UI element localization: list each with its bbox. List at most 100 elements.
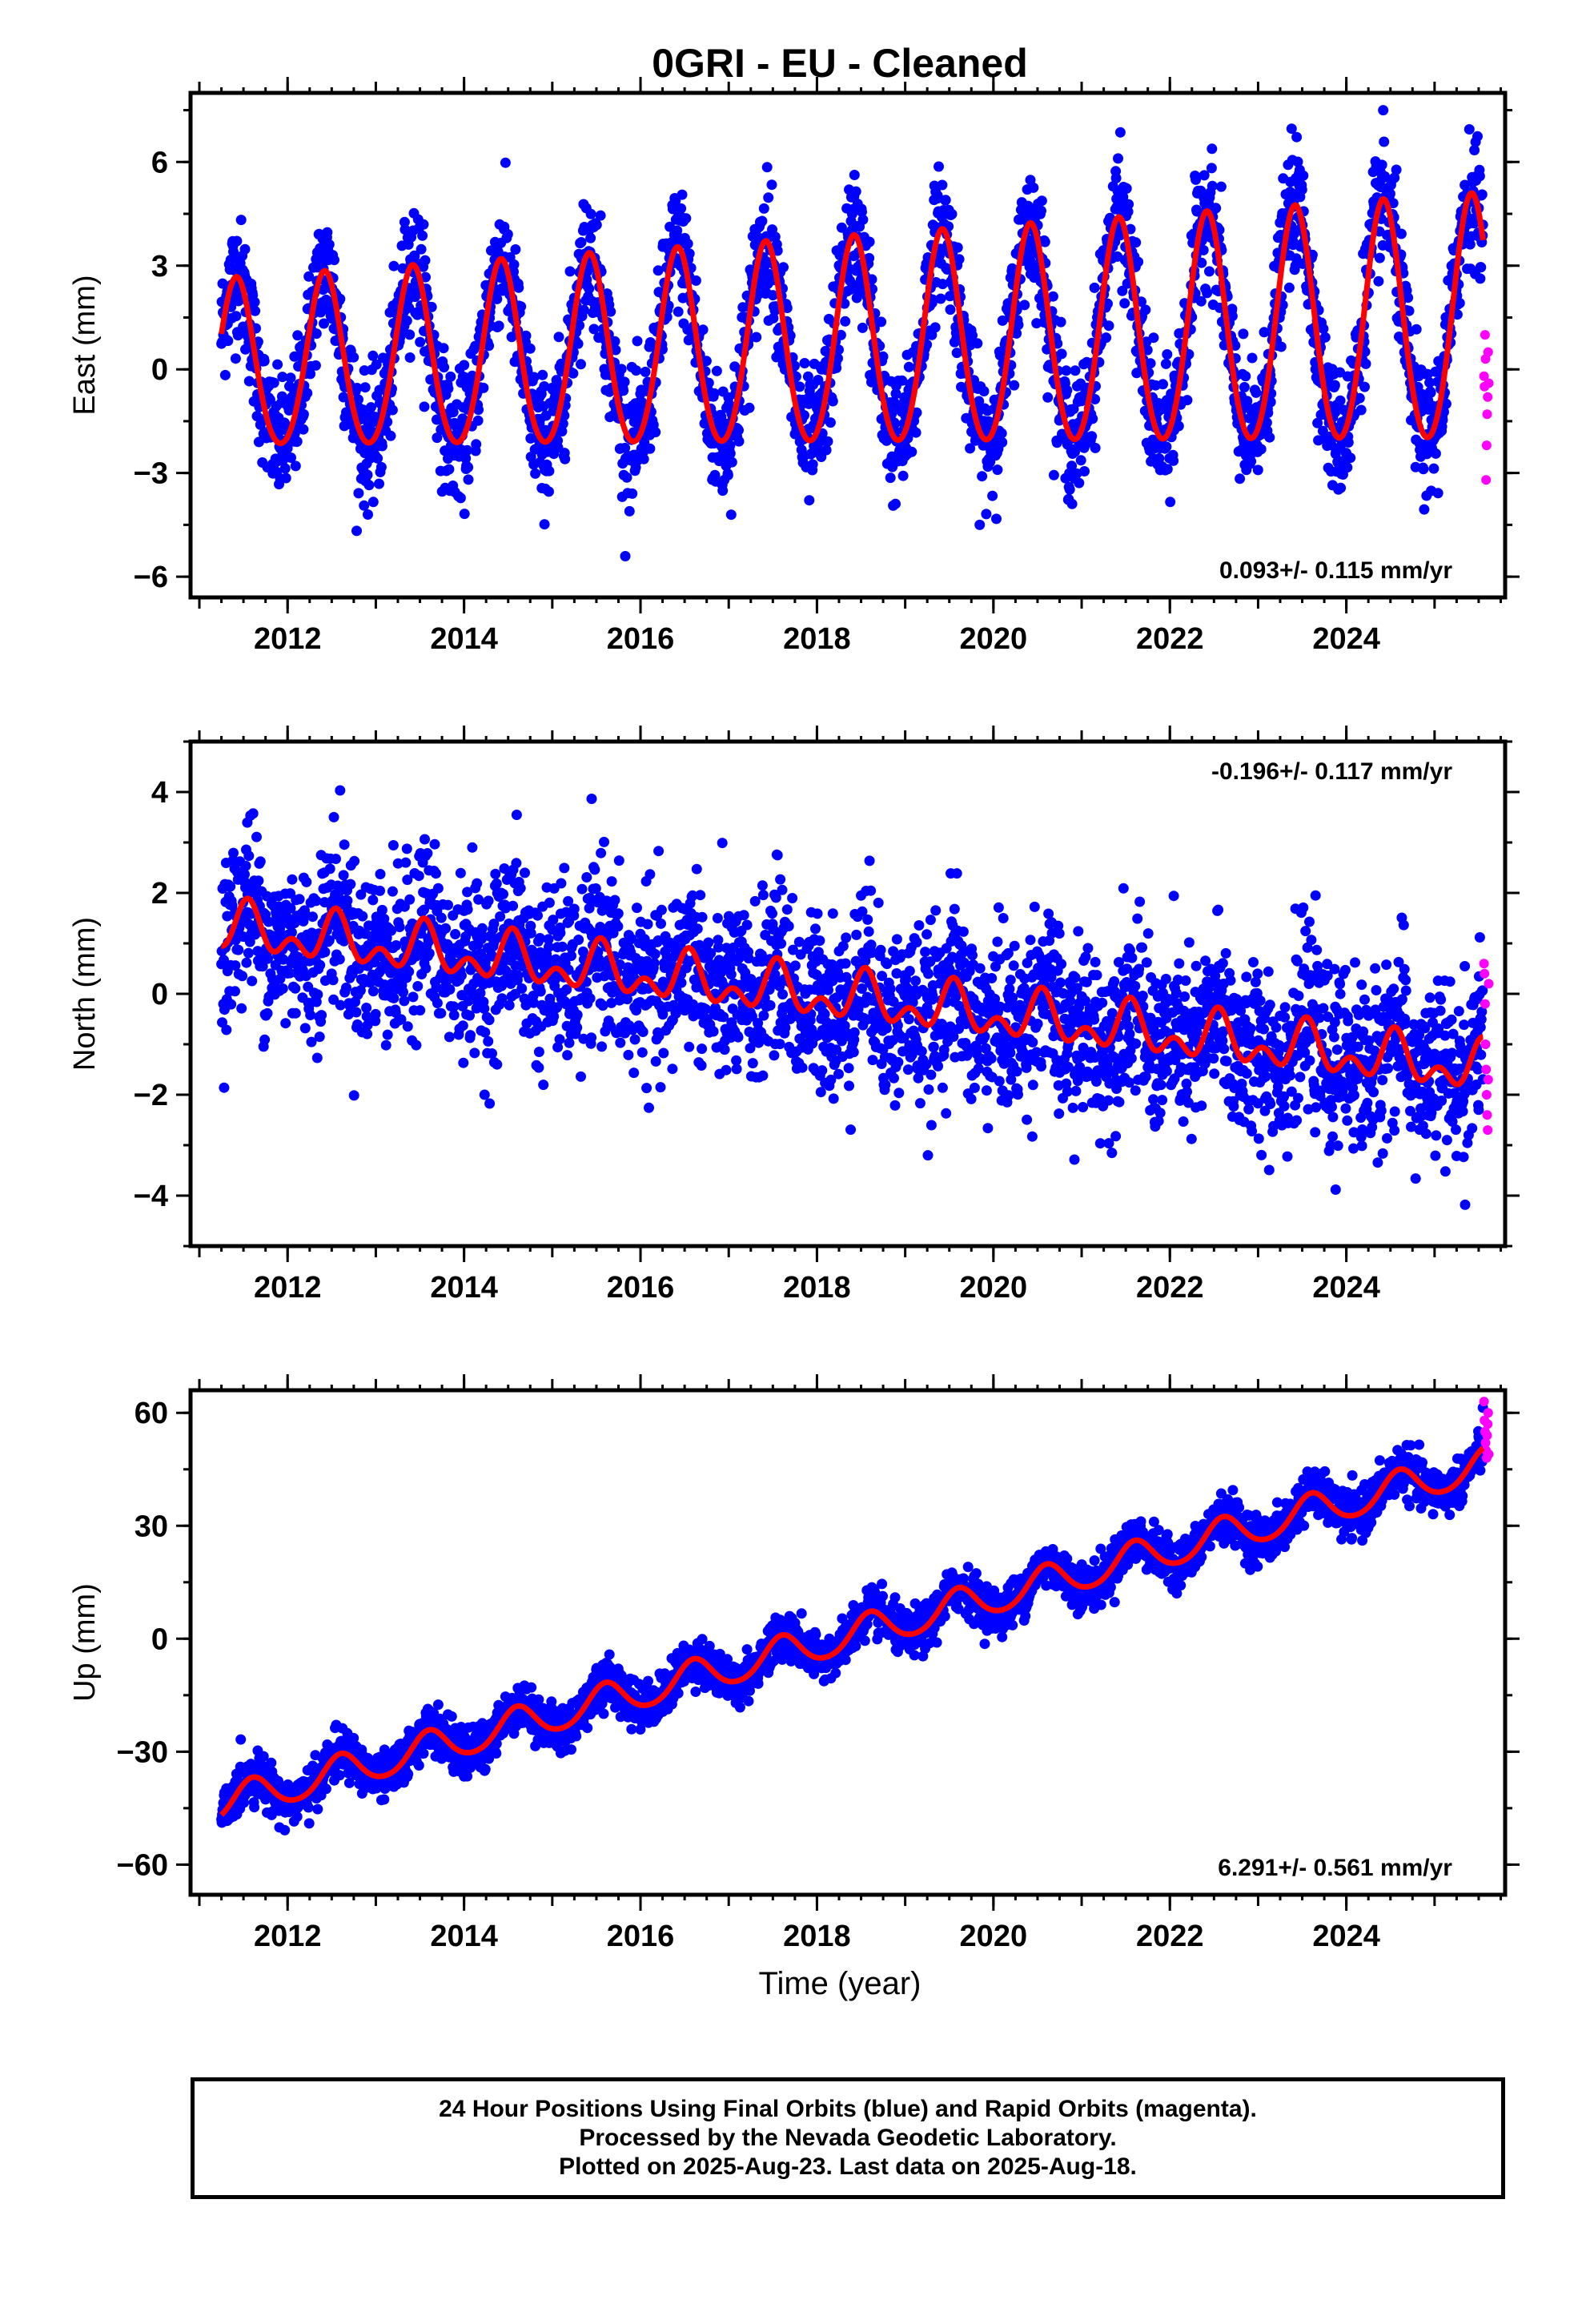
data-point (772, 850, 783, 861)
data-point (1296, 184, 1307, 195)
data-point (903, 361, 914, 372)
data-point (650, 1055, 661, 1067)
data-point (267, 973, 278, 984)
data-point (719, 1044, 730, 1055)
data-point (385, 430, 396, 441)
data-point (725, 448, 736, 459)
x-tick-label: 2024 (1312, 622, 1380, 656)
data-point (977, 471, 988, 482)
data-point (1009, 380, 1020, 391)
data-point (857, 322, 868, 333)
data-point (621, 472, 632, 483)
data-point (305, 1010, 316, 1020)
data-point (411, 1039, 422, 1051)
data-point (644, 1102, 654, 1113)
data-point (371, 359, 382, 370)
data-point (459, 360, 470, 371)
data-point (402, 875, 413, 886)
data-point (572, 338, 584, 349)
data-point (576, 359, 586, 370)
rapid-data-point (1480, 330, 1490, 340)
data-point (355, 889, 367, 900)
data-point (353, 394, 363, 405)
data-point (749, 895, 761, 907)
data-point (275, 919, 286, 931)
data-point (552, 1042, 564, 1053)
data-point (516, 983, 528, 994)
data-point (1165, 497, 1176, 508)
data-point (1066, 460, 1078, 472)
data-point (978, 386, 990, 396)
data-point (572, 1022, 583, 1033)
data-point (873, 897, 884, 908)
data-point (610, 344, 621, 356)
data-point (418, 219, 429, 230)
data-point (365, 402, 376, 413)
data-point (386, 925, 396, 936)
data-point (219, 369, 231, 380)
x-tick-label: 2016 (607, 622, 675, 656)
data-point (722, 469, 733, 480)
data-point (813, 375, 824, 385)
data-point (459, 509, 470, 520)
data-point (1133, 256, 1144, 267)
data-point (609, 895, 620, 906)
figure-title: 0GRI - EU - Cleaned (652, 41, 1028, 86)
data-point (362, 1028, 373, 1039)
data-point (263, 953, 273, 964)
data-point (1202, 287, 1213, 299)
data-point (400, 224, 411, 235)
data-point (681, 213, 692, 224)
data-point (559, 862, 570, 874)
data-point (303, 271, 315, 282)
data-point (851, 929, 862, 940)
data-point (315, 307, 327, 318)
data-point (867, 1055, 878, 1066)
data-point (833, 353, 843, 364)
data-point (717, 838, 728, 849)
data-point (311, 1052, 323, 1063)
data-point (479, 1003, 490, 1014)
data-point (1292, 156, 1303, 167)
data-point (1162, 349, 1173, 360)
data-point (539, 519, 550, 530)
data-point (864, 855, 875, 866)
data-point (972, 338, 983, 349)
data-point (974, 519, 986, 530)
data-point (402, 1021, 413, 1032)
data-point (1028, 182, 1039, 193)
data-point (387, 404, 398, 416)
data-point (432, 883, 444, 894)
data-point (473, 894, 484, 905)
data-point (231, 311, 242, 322)
data-point (783, 921, 794, 931)
data-point (462, 444, 473, 456)
data-point (359, 500, 370, 511)
data-point (802, 371, 813, 382)
data-point (480, 1027, 491, 1038)
data-point (684, 248, 695, 259)
data-point (543, 934, 554, 945)
data-point (555, 927, 566, 939)
data-point (1283, 282, 1295, 293)
data-point (331, 854, 341, 864)
data-point (243, 850, 255, 862)
data-point (991, 513, 1002, 525)
data-point (399, 995, 410, 1007)
data-point (589, 864, 600, 875)
data-point (1117, 285, 1128, 296)
data-point (367, 986, 379, 997)
data-point (396, 1014, 407, 1025)
data-point (596, 1041, 608, 1052)
data-point (286, 452, 296, 463)
data-point (513, 282, 524, 293)
data-point (426, 301, 437, 312)
data-point (404, 966, 415, 977)
data-point (911, 407, 922, 418)
y-tick-label: 0 (151, 353, 168, 387)
data-point (833, 344, 844, 356)
data-point (618, 385, 629, 396)
data-point (473, 404, 484, 416)
data-point (1329, 380, 1340, 391)
data-point (264, 394, 275, 405)
